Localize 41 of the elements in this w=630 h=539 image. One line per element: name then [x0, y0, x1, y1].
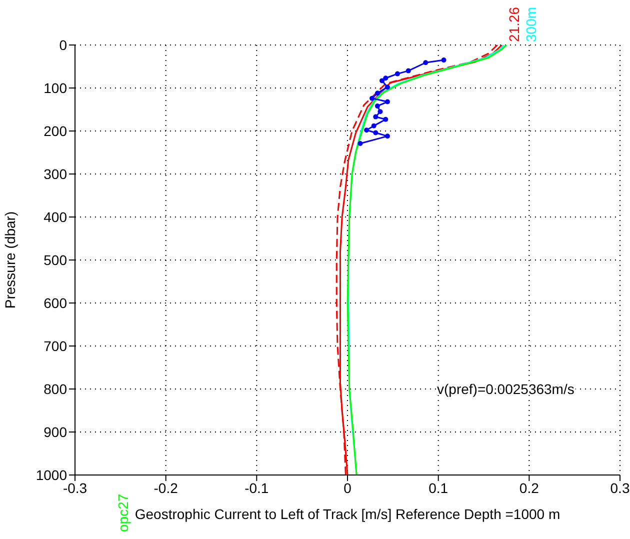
point: [364, 128, 370, 133]
x-tick-label: 0.1: [428, 480, 448, 496]
y-tick-label: 200: [44, 122, 68, 139]
point: [374, 104, 380, 109]
y-tick-label: 400: [44, 208, 68, 225]
point: [394, 71, 400, 76]
x-tick-label: 0.2: [519, 480, 540, 496]
point: [378, 109, 383, 114]
point: [380, 78, 385, 84]
y-tick-label: 700: [44, 338, 68, 354]
y-tick-label: 800: [44, 380, 68, 397]
y-tick-label: 900: [44, 424, 68, 440]
x-tick-label: 0: [344, 480, 352, 496]
x-axis-title: Geostrophic Current to Left of Track [m/s] Reference Depth =1000 m: [134, 506, 560, 522]
x-tick-label: -0.1: [244, 480, 269, 496]
annotation: v(pref)=0.0025363m/s: [437, 381, 574, 397]
point: [373, 114, 378, 120]
point: [384, 99, 390, 104]
y-tick-label: 0: [59, 36, 68, 53]
text: 300m: [523, 6, 539, 42]
text: opc27: [115, 494, 131, 532]
point: [384, 134, 390, 139]
point: [370, 96, 375, 101]
point: [384, 84, 390, 90]
y-tick-label: 100: [44, 80, 68, 96]
point: [374, 90, 380, 96]
y-tick-label: 300: [44, 166, 68, 182]
text: 21.26: [506, 6, 522, 42]
point: [423, 60, 428, 66]
point: [383, 116, 388, 122]
y-axis-title: Pressure (dbar): [2, 211, 18, 309]
point: [406, 68, 411, 74]
x-tick-label: -0.2: [154, 480, 178, 496]
y-tick-label: 600: [44, 294, 68, 311]
x-tick-label: 0.3: [610, 480, 630, 496]
point: [441, 58, 446, 63]
point: [373, 130, 378, 136]
y-tick-label: 500: [44, 252, 68, 268]
point: [383, 76, 388, 81]
point: [371, 123, 376, 128]
point: [358, 140, 363, 146]
